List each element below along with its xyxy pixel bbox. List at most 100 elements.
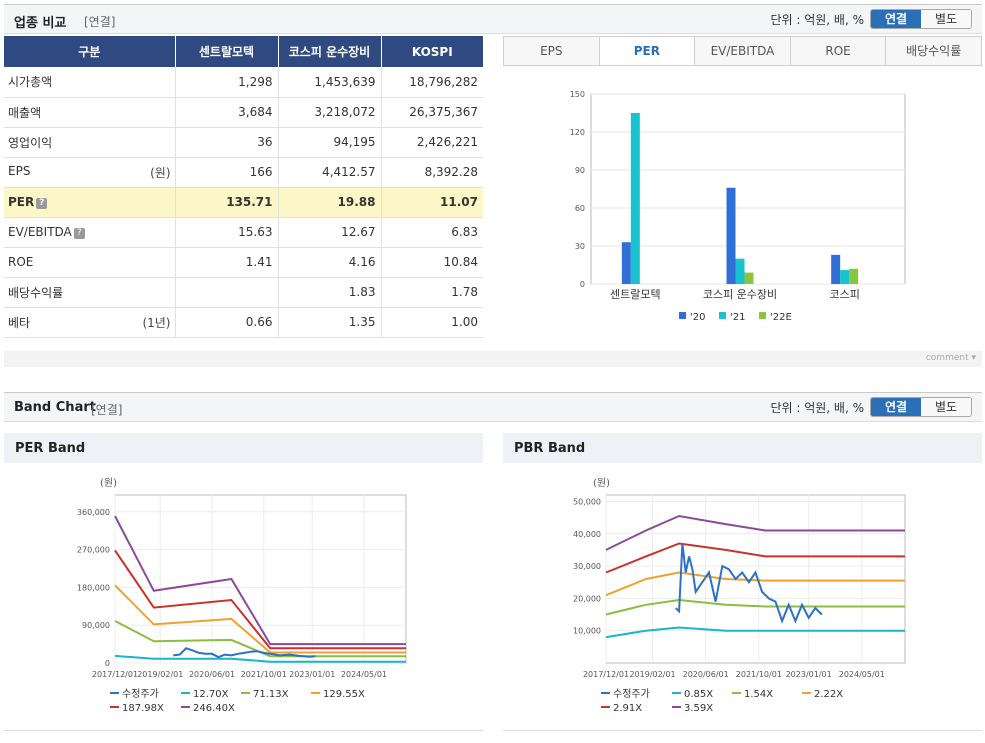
metric-tabs: EPS PER EV/EBITDA ROE 배당수익률 [503, 36, 982, 66]
table-cell: 0.66 [175, 307, 279, 338]
x-tick-label: 2020/06/01 [189, 670, 235, 679]
table-cell: 36 [175, 127, 279, 158]
table-cell: 8,392.28 [381, 157, 483, 188]
table-cell: 19.88 [278, 187, 382, 218]
section-subtitle: [연결] [91, 403, 123, 417]
legend-label: '22E [770, 312, 792, 323]
legend-label: '20 [690, 312, 705, 323]
y-tick-label: 20,000 [573, 594, 601, 603]
comment-bar[interactable]: comment ▾ [4, 351, 982, 367]
table-cell: 6.83 [381, 217, 483, 248]
legend-label: '21 [730, 312, 745, 323]
section-subtitle: [연결] [84, 15, 116, 29]
table-cell: 12.67 [278, 217, 382, 248]
table-cell: 26,375,367 [381, 97, 483, 128]
table-row: PER? 135.71 19.88 11.07 [4, 187, 483, 218]
bar [744, 272, 754, 284]
consolidated-button[interactable]: 연결 [871, 10, 921, 28]
series-line [605, 514, 905, 551]
table-cell: 18,796,282 [381, 67, 483, 98]
table-cell: 1,298 [175, 67, 279, 98]
table-cell: 1.41 [175, 247, 279, 278]
tab-ev-ebitda[interactable]: EV/EBITDA [695, 37, 791, 65]
y-tick-label: 270,000 [77, 546, 110, 555]
table-row: 매출액 3,684 3,218,072 26,375,367 [4, 97, 483, 128]
series-line [114, 549, 406, 650]
legend-label: 수정주가 [122, 688, 159, 700]
legend-swatch [759, 312, 766, 319]
row-label-cell: 베타 (1년) [4, 307, 176, 338]
row-unit-note: (원) [150, 165, 171, 180]
x-tick-label: 2024/05/01 [839, 670, 885, 679]
table-row: 베타 (1년) 0.66 1.35 1.00 [4, 307, 483, 338]
table-cell: 1.78 [381, 277, 483, 308]
table-row: EV/EBITDA? 15.63 12.67 6.83 [4, 217, 483, 248]
y-axis-label: (원) [593, 477, 610, 489]
pbr-band-panel: (원) 10,000 20,000 30,000 40,000 50,000 2017/12… [503, 463, 982, 731]
pbr-band-title: PBR Band [514, 441, 586, 456]
consolidated-toggle: 연결 별도 [870, 9, 972, 29]
series-line [605, 542, 905, 574]
per-band-panel: (원) 0 90,000 180,000 270,000 360,000 2017/12/0… [4, 463, 483, 731]
y-tick-label: 180,000 [77, 583, 110, 592]
table-cell: 10.84 [381, 247, 483, 278]
x-tick-label: 2023/01/01 [786, 670, 832, 679]
help-icon[interactable]: ? [73, 228, 85, 239]
bar [630, 113, 640, 284]
legend-label: 12.70X [193, 689, 229, 700]
consolidated-button[interactable]: 연결 [871, 398, 921, 416]
tab-roe[interactable]: ROE [790, 37, 887, 65]
table-cell: 166 [175, 157, 279, 188]
legend-label: 187.98X [122, 703, 164, 714]
row-label-cell: 영업이익 [4, 127, 176, 158]
table-cell: 135.71 [175, 187, 279, 218]
plot-area [605, 494, 906, 664]
series-line [605, 571, 905, 597]
separate-button[interactable]: 별도 [921, 398, 971, 416]
series-line [114, 654, 406, 663]
y-tick-label: 90 [575, 166, 585, 175]
y-tick-label: 30 [575, 242, 585, 251]
row-label: 매출액 [8, 105, 42, 120]
tab-per[interactable]: PER [599, 37, 696, 65]
x-tick-label: 2019/02/01 [629, 670, 675, 679]
bar [831, 254, 841, 284]
series-line [114, 515, 406, 646]
table-header-row: 구분 센트랄모텍 코스피 운수장비 KOSPI [4, 36, 483, 67]
bar [840, 270, 850, 284]
comparison-table: 구분 센트랄모텍 코스피 운수장비 KOSPI 시가총액 1,298 1,453,6… [4, 36, 483, 338]
row-label: ROE [8, 255, 34, 269]
table-row: EPS (원) 166 4,412.57 8,392.28 [4, 157, 483, 188]
y-axis-label: (원) [100, 477, 117, 489]
per-band-title: PER Band [15, 441, 86, 456]
row-label-cell: EV/EBITDA? [4, 217, 176, 248]
comment-label[interactable]: comment ▾ [925, 353, 976, 363]
table-row: 시가총액 1,298 1,453,639 18,796,282 [4, 67, 483, 98]
per-band-header: PER Band [4, 433, 483, 463]
tab-dividend-yield[interactable]: 배당수익률 [886, 37, 981, 65]
x-tick-label: 2017/12/01 [92, 670, 138, 679]
bar [621, 242, 631, 284]
table-cell: 4,412.57 [278, 157, 382, 188]
y-tick-label: 40,000 [573, 530, 601, 539]
separate-button[interactable]: 별도 [921, 10, 971, 28]
x-tick-label: 2019/02/01 [137, 670, 183, 679]
row-label-cell: 시가총액 [4, 67, 176, 98]
tab-eps[interactable]: EPS [504, 37, 600, 65]
section-title: 업종 비교 [14, 16, 67, 31]
series-line [675, 543, 823, 624]
row-label: PER [8, 195, 35, 209]
row-unit-note: (1년) [142, 315, 171, 330]
legend-label: 0.85X [684, 689, 713, 700]
legend-label: 3.59X [684, 703, 713, 714]
row-label: 시가총액 [8, 75, 53, 90]
x-tick-label: 코스피 [829, 288, 859, 301]
x-tick-label: 2017/12/01 [583, 670, 629, 679]
help-icon[interactable]: ? [36, 198, 48, 209]
legend-label: 2.91X [613, 703, 642, 714]
x-tick-label: 2021/10/01 [241, 670, 287, 679]
x-tick-label: 코스피 운수장비 [703, 288, 777, 301]
consolidated-toggle: 연결 별도 [870, 397, 972, 417]
row-label: EV/EBITDA [8, 225, 72, 239]
y-tick-label: 60 [575, 204, 585, 213]
